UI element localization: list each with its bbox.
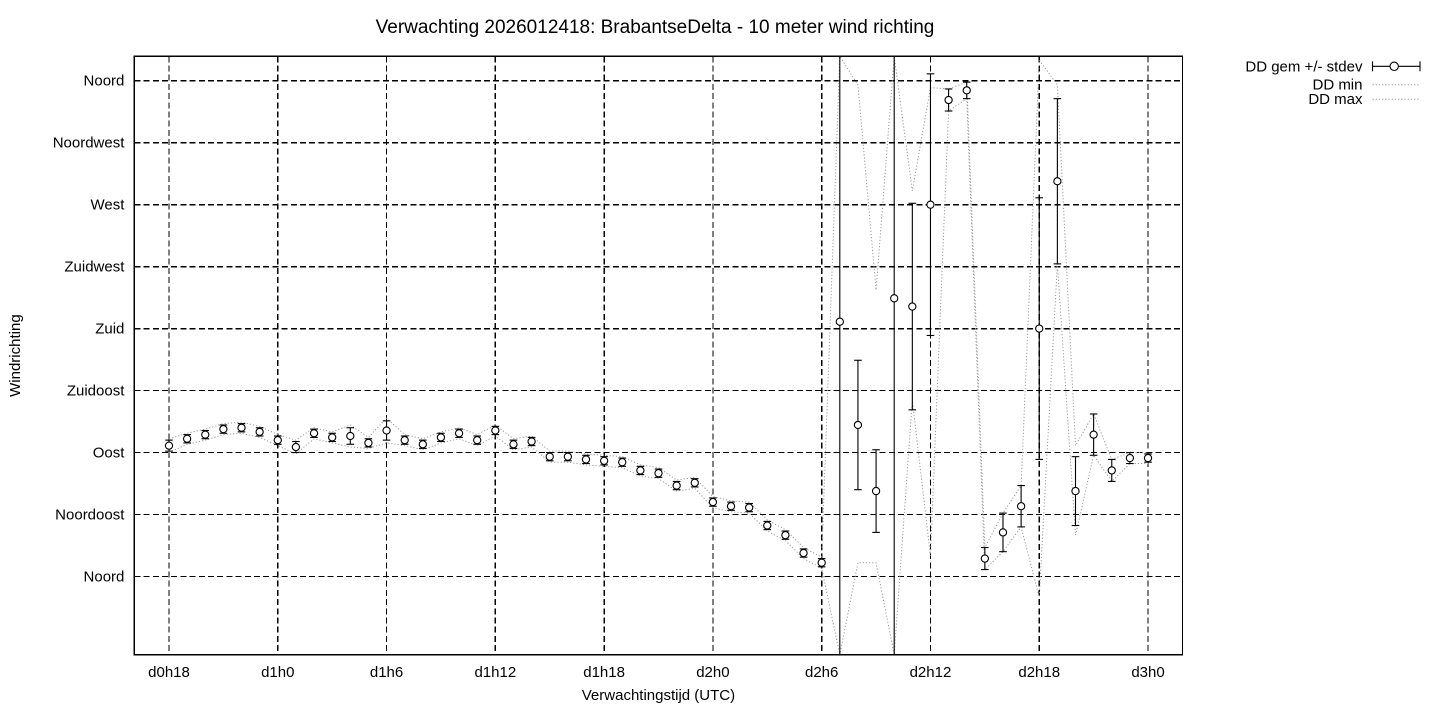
svg-text:Zuidoost: Zuidoost [67,383,125,400]
svg-text:Zuid: Zuid [95,321,124,338]
svg-text:d1h18: d1h18 [583,664,625,681]
svg-text:Noordwest: Noordwest [53,135,126,152]
svg-text:Noordoost: Noordoost [55,506,125,523]
svg-text:d1h6: d1h6 [370,664,403,681]
svg-text:Zuidwest: Zuidwest [64,259,125,276]
svg-text:DD max: DD max [1308,91,1363,108]
svg-text:Windrichting: Windrichting [7,314,24,397]
svg-text:West: West [90,197,125,214]
svg-text:Oost: Oost [93,445,126,462]
svg-text:Verwachting 2026012418: Braban: Verwachting 2026012418: BrabantseDelta -… [376,17,935,38]
svg-text:d2h6: d2h6 [805,664,838,681]
svg-text:d3h0: d3h0 [1131,664,1164,681]
svg-text:d2h0: d2h0 [696,664,729,681]
svg-text:d2h12: d2h12 [910,664,952,681]
svg-text:Noord: Noord [84,568,125,585]
svg-text:d0h18: d0h18 [148,664,190,681]
svg-text:DD gem +/- stdev: DD gem +/- stdev [1245,58,1363,75]
svg-text:Noord: Noord [84,73,125,90]
svg-text:Verwachtingstijd (UTC): Verwachtingstijd (UTC) [582,687,735,704]
svg-text:d2h18: d2h18 [1018,664,1060,681]
svg-text:d1h0: d1h0 [261,664,294,681]
svg-text:d1h12: d1h12 [474,664,516,681]
